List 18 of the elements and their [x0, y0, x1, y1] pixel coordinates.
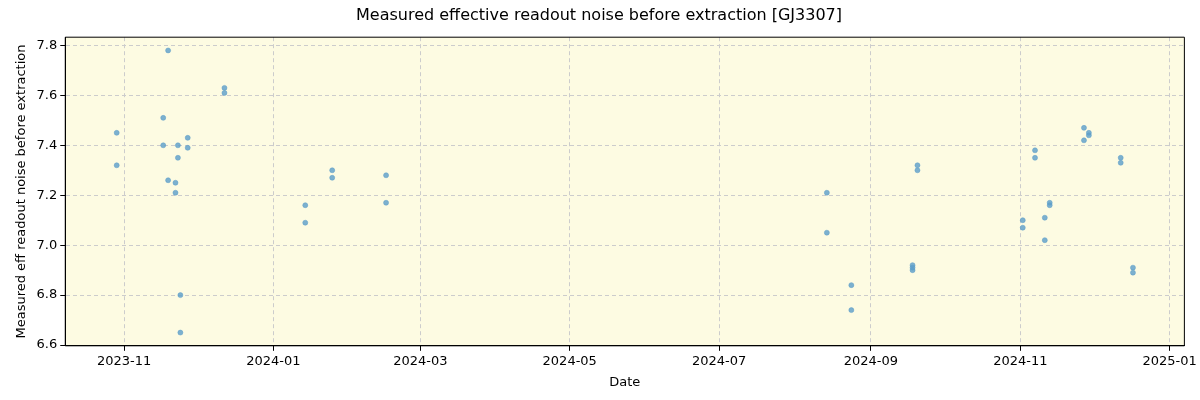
- x-tick-label: 2023-11: [96, 352, 152, 368]
- x-tick-label: 2024-09: [843, 352, 899, 368]
- y-axis-title: Measured eff readout noise before extraction: [13, 44, 29, 339]
- x-tick-label: 2024-01: [246, 352, 301, 368]
- x-tick-label: 2024-05: [542, 352, 597, 368]
- y-tick-label: 6.6: [36, 336, 58, 352]
- x-axis-title: Date: [609, 373, 641, 389]
- x-tick-label: 2024-07: [691, 352, 747, 368]
- x-tick-label: 2024-11: [993, 352, 1048, 368]
- x-tick-label: 2024-03: [393, 352, 448, 368]
- chart-title: Measured effective readout noise before extraction [GJ3307]: [356, 4, 842, 24]
- y-tick-label: 7.0: [36, 236, 58, 252]
- y-tick-label: 7.8: [36, 36, 58, 52]
- y-tick-label: 7.4: [36, 136, 58, 152]
- y-tick-label: 6.8: [36, 286, 58, 302]
- y-tick-label: 7.6: [36, 86, 58, 102]
- y-tick-label: 7.2: [36, 186, 58, 202]
- x-tick-label: 2025-01: [1142, 352, 1197, 368]
